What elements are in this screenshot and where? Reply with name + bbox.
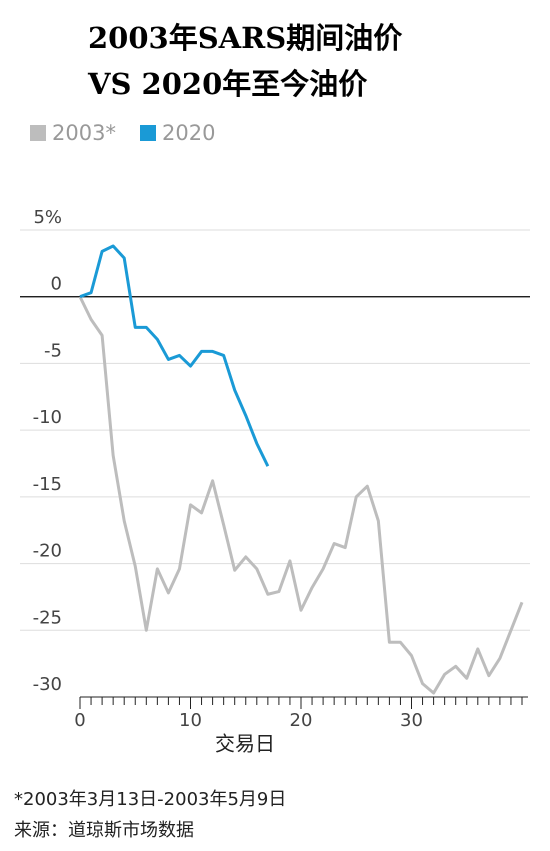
title-line-1: 2003年SARS期间油价 [88,21,403,55]
series-line [79,244,270,467]
y-tick-label: -15 [33,474,62,495]
y-tick-label: -10 [33,407,62,428]
source: 来源：道琼斯市场数据 [14,820,194,841]
legend-label: 2020 [162,121,215,145]
y-tick-label: 0 [51,274,62,295]
x-tick-label: 30 [400,710,423,731]
legend-swatch [140,125,156,141]
y-tick-label: -25 [33,607,62,628]
legend-swatch [30,125,46,141]
x-tick-label: 20 [290,710,313,731]
y-tick-label: -5 [44,340,62,361]
x-tick-label: 0 [74,710,85,731]
y-tick-label: 5% [33,207,62,228]
legend-label: 2003* [52,121,116,145]
y-tick-label: -30 [33,674,62,695]
title-line-2: VS 2020年至今油价 [87,67,368,101]
footnote: *2003年3月13日-2003年5月9日 [14,789,286,810]
x-axis-label: 交易日 [215,732,275,756]
y-tick-label: -20 [33,541,62,562]
x-tick-label: 10 [179,710,202,731]
series-line [78,296,524,695]
